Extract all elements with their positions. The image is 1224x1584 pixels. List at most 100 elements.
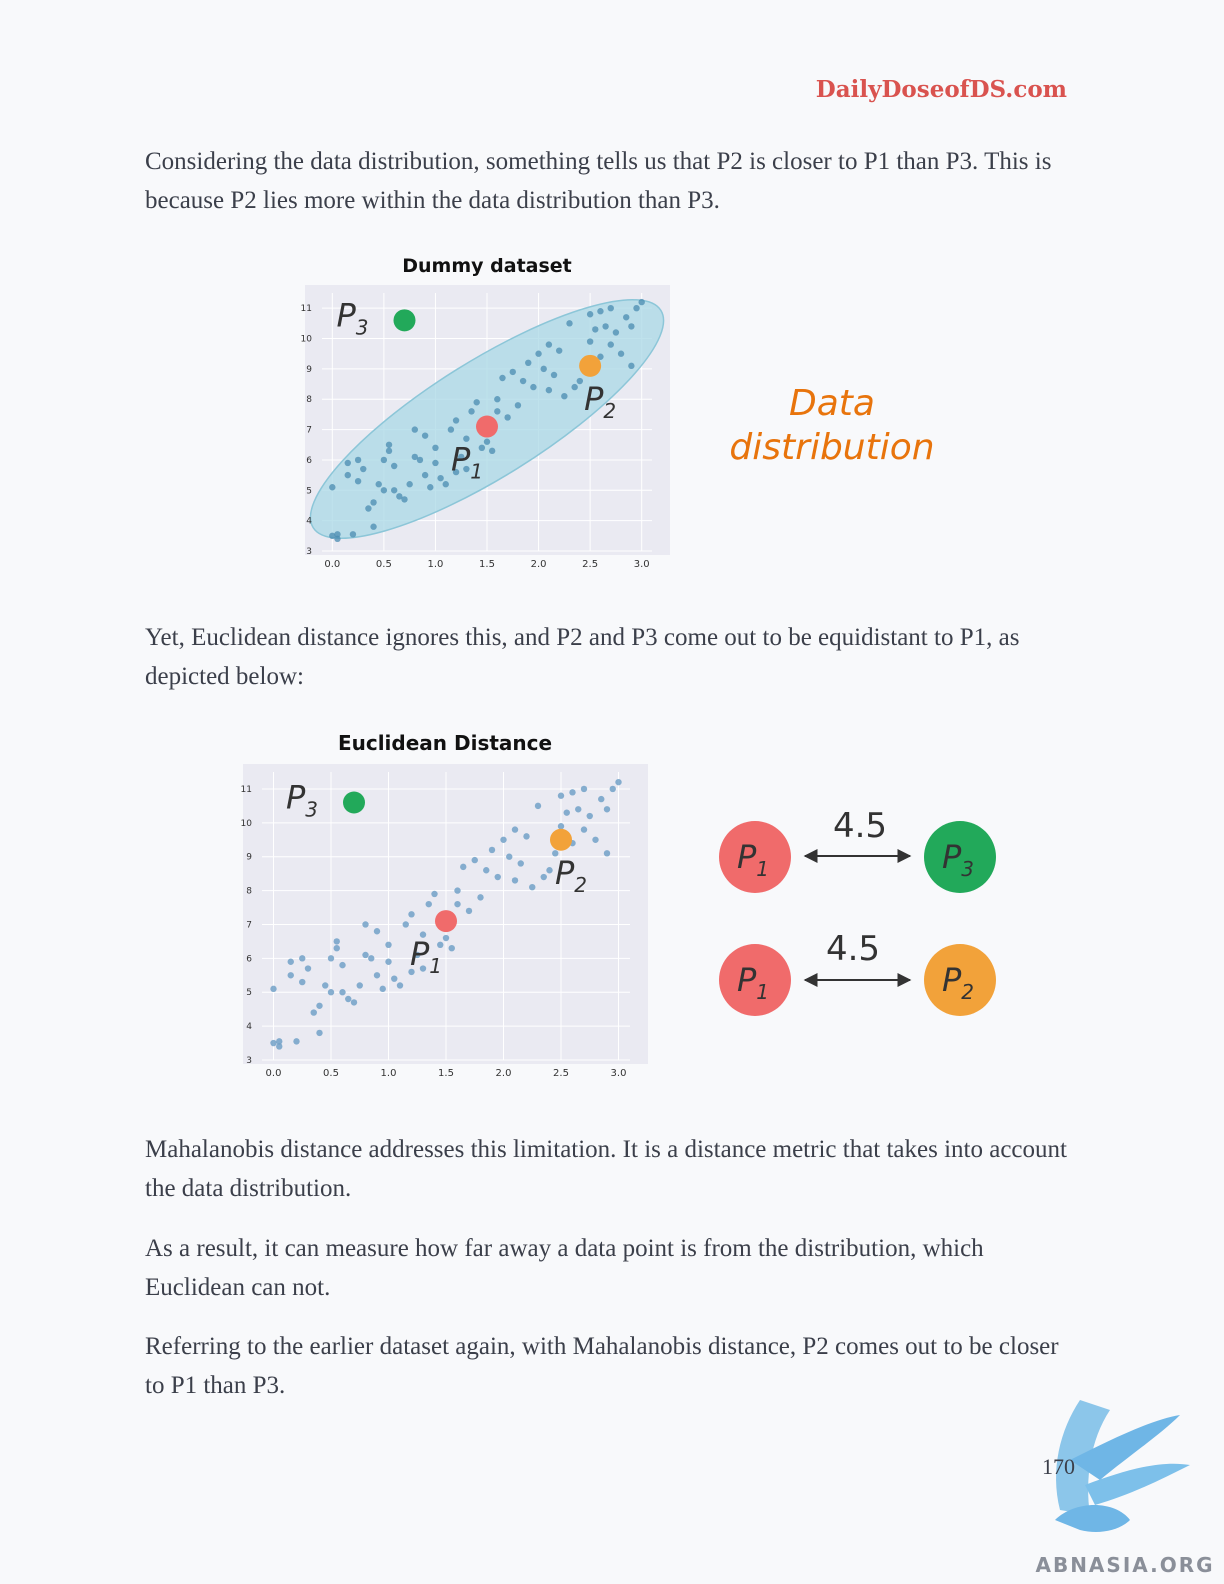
data-point <box>385 447 393 455</box>
data-point <box>304 965 312 972</box>
y-tick-label: 11 <box>301 304 312 314</box>
figure-euclidean-distance: Euclidean Distance 0.0 0.5 1.0 1.5 2.0 2.5 3.0… <box>241 731 996 1079</box>
data-point <box>615 778 622 786</box>
data-point <box>617 350 625 357</box>
data-point <box>329 484 336 491</box>
x-tick-label: 2.5 <box>553 1068 569 1079</box>
data-point <box>270 1039 277 1047</box>
data-point <box>603 850 611 857</box>
data-point <box>586 812 593 820</box>
data-point <box>552 850 559 857</box>
named-point-p3 <box>393 309 416 332</box>
data-point <box>597 353 604 360</box>
data-point <box>494 396 501 403</box>
y-tick-label: 3 <box>306 547 312 557</box>
data-point <box>396 982 404 989</box>
data-point <box>504 414 511 421</box>
data-point <box>478 444 486 451</box>
x-tick-label: 0.0 <box>266 1068 282 1079</box>
y-tick-label: 8 <box>306 395 312 405</box>
data-point <box>370 523 377 530</box>
data-point <box>580 785 588 793</box>
data-point <box>523 833 530 840</box>
data-point <box>546 867 553 874</box>
data-point <box>437 474 444 482</box>
data-point <box>421 471 429 479</box>
data-point <box>385 441 393 448</box>
data-point <box>609 785 616 793</box>
data-point <box>385 958 392 965</box>
data-point <box>488 846 496 854</box>
data-point <box>322 982 329 989</box>
data-point <box>530 383 537 391</box>
data-point <box>334 535 341 543</box>
node-p3 <box>924 821 996 893</box>
site-name: DailyDoseofDS.com <box>815 76 1067 103</box>
data-point <box>529 884 536 891</box>
y-tick-label: 10 <box>301 335 313 345</box>
data-point <box>411 453 419 461</box>
data-point <box>379 985 386 993</box>
data-point <box>360 465 367 473</box>
y-tick-label: 6 <box>246 954 252 964</box>
data-point <box>354 477 362 485</box>
data-point <box>350 999 358 1006</box>
data-point <box>540 873 547 881</box>
data-point <box>427 484 434 491</box>
data-point <box>365 505 372 512</box>
data-point <box>602 323 609 330</box>
data-point <box>571 383 578 391</box>
x-tick-label: 0.0 <box>324 559 340 570</box>
chart-title: Dummy dataset <box>402 255 572 277</box>
data-point <box>276 1038 283 1045</box>
data-point <box>540 365 547 373</box>
data-point <box>299 955 306 962</box>
data-point <box>401 496 408 503</box>
data-point <box>373 972 381 979</box>
data-point <box>390 487 398 494</box>
data-point <box>362 951 369 959</box>
data-point <box>563 809 570 816</box>
data-point <box>339 989 346 996</box>
data-point <box>555 347 563 354</box>
x-tick-label: 0.5 <box>323 1068 339 1079</box>
data-point <box>373 928 381 935</box>
data-point <box>623 314 630 321</box>
data-point <box>431 890 438 898</box>
data-point <box>333 938 340 945</box>
distance-label-p1-p2: 4.5 <box>826 929 880 969</box>
data-point <box>545 341 553 348</box>
data-point <box>329 532 336 540</box>
data-point <box>473 399 480 406</box>
data-point <box>458 453 465 461</box>
data-point <box>517 860 524 867</box>
data-point <box>525 359 532 367</box>
data-point <box>452 417 460 424</box>
data-point <box>592 326 599 333</box>
data-point <box>471 856 478 864</box>
annotation-line-1: Data <box>789 383 875 424</box>
named-point-p1 <box>476 415 498 438</box>
data-point <box>421 432 429 439</box>
data-point <box>408 911 415 918</box>
data-point <box>447 426 455 433</box>
data-point <box>349 531 357 538</box>
x-tick-label: 1.5 <box>479 559 495 570</box>
data-point <box>628 323 635 330</box>
data-point <box>506 853 513 860</box>
data-point <box>333 944 340 952</box>
data-point <box>633 304 640 312</box>
annotation-line-2: distribution <box>729 427 934 468</box>
data-point <box>448 944 455 952</box>
node-p2 <box>924 944 996 1016</box>
data-point <box>550 371 558 379</box>
y-tick-label: 10 <box>241 819 253 829</box>
data-point <box>375 481 382 488</box>
data-point <box>488 447 496 455</box>
data-point <box>402 921 409 928</box>
data-point <box>468 408 475 415</box>
data-point <box>270 985 277 993</box>
data-point <box>463 465 470 473</box>
y-tick-label: 8 <box>246 887 252 897</box>
x-tick-label: 0.5 <box>376 559 392 570</box>
